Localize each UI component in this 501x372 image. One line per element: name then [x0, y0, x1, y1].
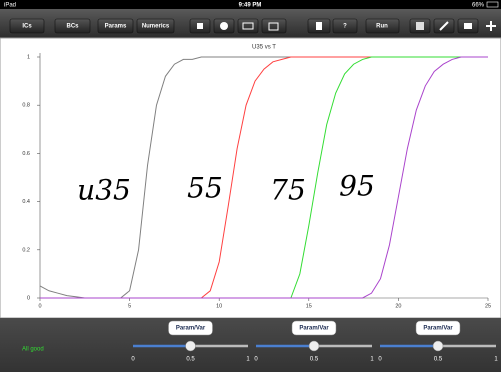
toolbar-button-label: ICs [22, 24, 32, 30]
y-tick-label: 0.2 [22, 247, 30, 253]
icon-button[interactable] [262, 19, 286, 33]
icon [197, 23, 203, 29]
x-tick-label: 25 [485, 303, 491, 309]
chart-title: U35 vs T [252, 45, 276, 51]
status-text: All good [22, 347, 44, 353]
handwritten-annotation: u35 [77, 174, 131, 207]
handwritten-annotation: 75 [270, 174, 306, 207]
x-tick-label: 0 [38, 303, 41, 309]
slider-label: 0.5 [310, 357, 319, 363]
x-tick-label: 20 [395, 303, 401, 309]
param-button-label: Param/Var [423, 326, 453, 332]
icon [416, 22, 424, 30]
help-label: ? [343, 24, 347, 30]
handwritten-annotation: 55 [187, 172, 223, 205]
param-button-label: Param/Var [176, 326, 206, 332]
toolbar-button-label: Numerics [142, 24, 170, 30]
x-tick-label: 15 [306, 303, 312, 309]
time: 9:49 PM [239, 3, 262, 9]
icon [464, 23, 472, 29]
device: iPad [4, 3, 16, 9]
toolbar-button-label: BCs [66, 24, 79, 30]
run-label: Run [376, 24, 388, 30]
icon [316, 22, 322, 30]
slider-thumb[interactable] [309, 341, 319, 351]
battery: 66% [472, 3, 485, 9]
icon-button[interactable] [238, 19, 258, 33]
chart-panel [0, 38, 501, 318]
y-tick-label: 0.4 [22, 199, 30, 205]
y-tick-label: 0.8 [22, 103, 30, 109]
x-tick-label: 5 [128, 303, 131, 309]
slider-thumb[interactable] [433, 341, 443, 351]
y-tick-label: 0.6 [22, 151, 30, 157]
param-button-label: Param/Var [299, 326, 329, 332]
slider-label: 0.5 [434, 357, 443, 363]
screen: iPad 9:49 PM 66% ICsBCsParamsNumerics ? … [0, 0, 501, 372]
icon [220, 22, 228, 30]
slider-label: 0.5 [186, 357, 195, 363]
y-tick-label: 1 [27, 54, 30, 60]
y-tick-label: 0 [27, 295, 30, 301]
handwritten-annotation: 95 [339, 170, 375, 203]
x-tick-label: 10 [216, 303, 222, 309]
toolbar-button-label: Params [105, 24, 127, 30]
slider-thumb[interactable] [186, 341, 196, 351]
